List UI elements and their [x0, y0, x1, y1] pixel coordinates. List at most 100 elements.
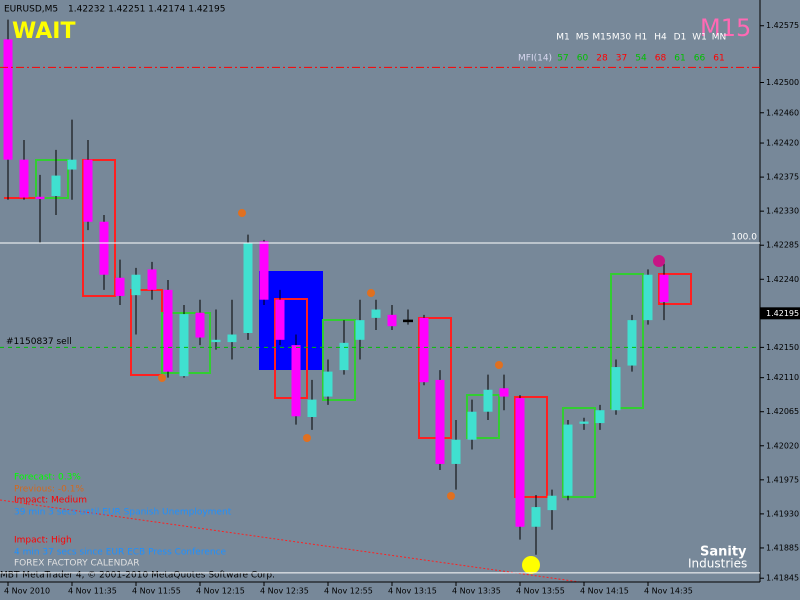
mfi-value: 54 — [635, 54, 647, 64]
htf-box — [35, 159, 69, 199]
y-tick-label: 1.42240 — [766, 275, 799, 284]
candle-body — [163, 289, 173, 372]
fractal — [158, 374, 166, 382]
x-tick-label: 4 Nov 13:15 — [388, 587, 437, 596]
x-tick-label: 4 Nov 11:55 — [132, 587, 181, 596]
current-price-box — [760, 307, 800, 320]
calendar-line: Forecast: 0.3% — [14, 473, 81, 483]
level-label: #1150837 sell — [6, 337, 72, 347]
mfi-value: 60 — [577, 54, 589, 64]
candle-body — [531, 507, 541, 527]
fractals — [158, 209, 665, 574]
htf-box — [466, 394, 500, 439]
current-price-label: 1.42195 — [766, 309, 799, 318]
signal-dot — [522, 556, 540, 574]
candle-body — [115, 277, 125, 296]
candle-body — [211, 339, 221, 343]
y-tick-label: 1.41930 — [766, 509, 799, 518]
candle-body — [499, 388, 509, 397]
candle-body — [131, 274, 141, 296]
fractal — [447, 492, 455, 500]
y-tick-label: 1.41845 — [766, 574, 799, 583]
htf-box — [82, 159, 116, 297]
calendar-line: Impact: Medium — [14, 496, 87, 506]
candle-body — [259, 241, 269, 300]
mfi-value: 57 — [557, 54, 568, 64]
x-tick-label: 4 Nov 11:35 — [68, 587, 117, 596]
candle-body — [419, 317, 429, 383]
candle-body — [467, 411, 477, 440]
candle-body — [435, 379, 445, 464]
htf-box — [658, 273, 692, 305]
candle-body — [611, 367, 621, 411]
x-tick-label: 4 Nov 12:55 — [324, 587, 373, 596]
fractal — [367, 289, 375, 297]
fractal — [303, 434, 311, 442]
mfi-timeframe: M30 — [612, 33, 631, 43]
candle-body — [339, 342, 349, 371]
timeframe: M15 — [700, 14, 751, 42]
mfi-value: 66 — [694, 54, 706, 64]
candle-body — [403, 319, 413, 323]
candle-body — [51, 175, 61, 197]
candle-body — [563, 424, 573, 496]
mfi-value: 61 — [713, 54, 724, 64]
candle-body — [483, 389, 493, 412]
x-tick-label: 4 Nov 12:35 — [260, 587, 309, 596]
candle-body — [595, 410, 605, 424]
candle-body — [659, 274, 669, 302]
candle-body — [323, 371, 333, 397]
logo: Industries — [688, 557, 747, 571]
mfi-timeframe: H4 — [654, 33, 667, 43]
htf-box — [610, 273, 644, 409]
candle-body — [355, 320, 365, 340]
htf-box — [418, 317, 452, 439]
x-tick-label: 4 Nov 14:15 — [580, 587, 629, 596]
mfi-value: 68 — [655, 54, 667, 64]
x-tick-label: 4 Nov 12:15 — [196, 587, 245, 596]
candle-body — [67, 159, 77, 170]
y-tick-label: 1.42110 — [766, 373, 799, 382]
x-tick-label: 4 Nov 14:35 — [644, 587, 693, 596]
fractal — [238, 209, 246, 217]
y-tick-label: 1.41975 — [766, 475, 799, 484]
symbol: EURUSD,M5 — [4, 5, 58, 15]
candle-body — [195, 312, 205, 338]
mfi-timeframe: H1 — [635, 33, 648, 43]
mfi-value: 28 — [596, 54, 608, 64]
candle-body — [547, 495, 557, 511]
mfi-timeframe: M5 — [576, 33, 590, 43]
y-tick-label: 1.42420 — [766, 139, 799, 148]
candle-body — [275, 299, 285, 340]
mfi-label: MFI(14) — [518, 54, 552, 64]
logo: Sanity — [700, 545, 747, 560]
candle-body — [83, 159, 93, 222]
calendar-line: FOREX FACTORY CALENDAR — [14, 559, 140, 569]
candle-body — [307, 399, 317, 418]
calendar-line: 39 min 3 secs until EUR Spanish Unemploy… — [14, 508, 232, 518]
y-tick-label: 1.42330 — [766, 207, 799, 216]
mfi-value: 61 — [674, 54, 685, 64]
signal-dot — [653, 255, 665, 267]
htf-box — [274, 298, 308, 399]
calendar-line: Impact: High — [14, 536, 72, 546]
y-tick-label: 1.42500 — [766, 78, 799, 87]
y-tick-label: 1.42460 — [766, 108, 799, 117]
blue-zone — [259, 271, 323, 370]
candle-body — [99, 221, 109, 275]
candle-body — [291, 345, 301, 417]
candle-body — [643, 274, 653, 321]
htf-box — [514, 396, 548, 498]
mfi-timeframe: MN — [712, 33, 727, 43]
candle-body — [179, 314, 189, 377]
candle-body — [243, 242, 253, 334]
candle-body — [19, 159, 29, 198]
mfi-timeframe: M1 — [556, 33, 570, 43]
candle-body — [451, 439, 461, 464]
y-tick-label: 1.42020 — [766, 441, 799, 450]
htf-box — [562, 407, 596, 498]
candles — [3, 19, 669, 555]
candle-body — [227, 334, 237, 343]
